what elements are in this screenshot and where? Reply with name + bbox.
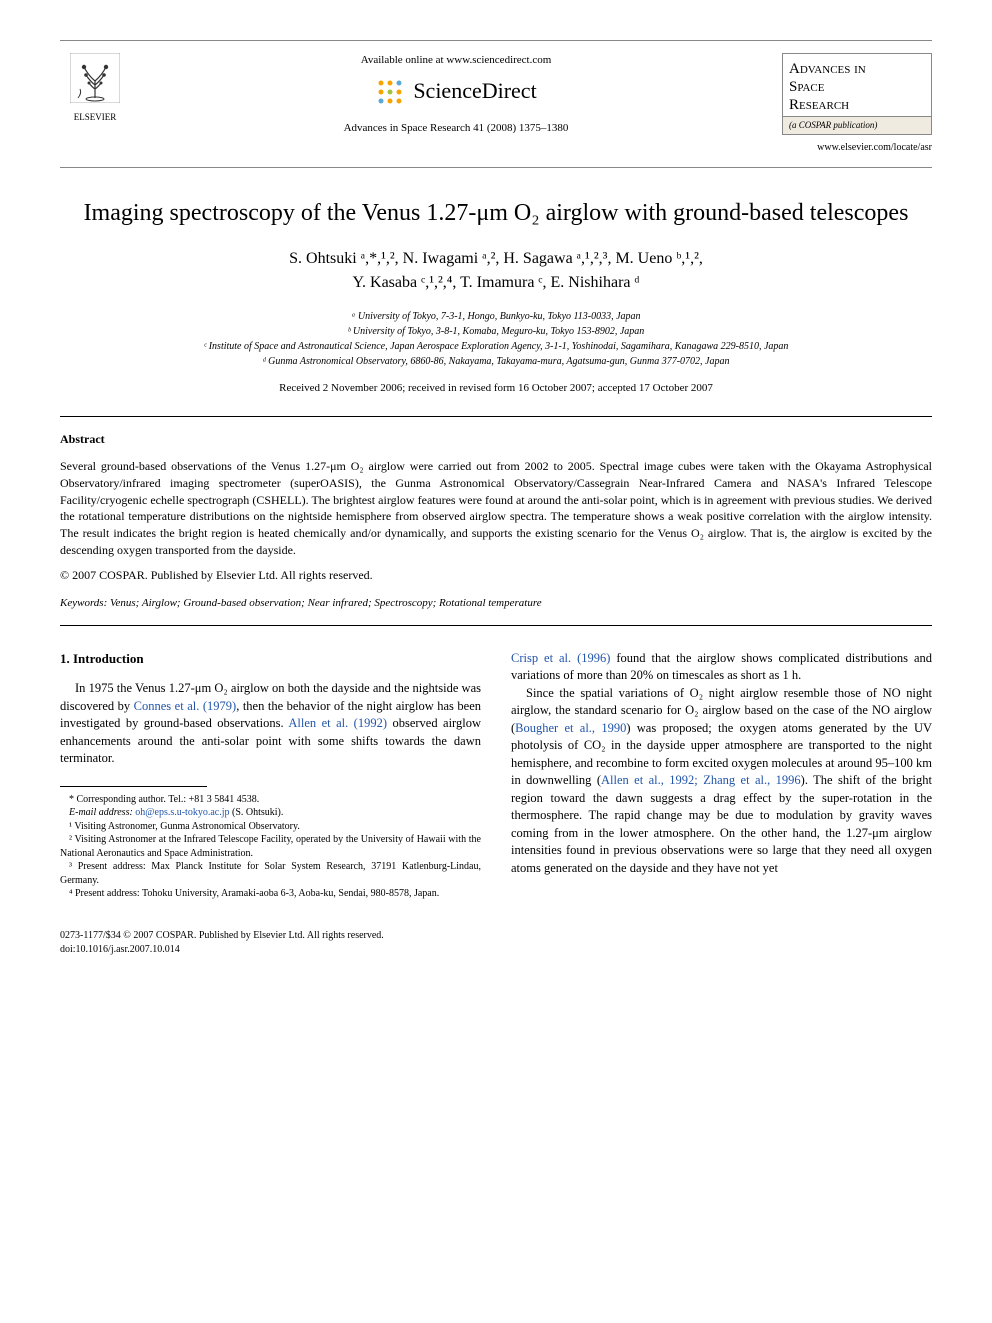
journal-title-l2: Space	[789, 79, 824, 95]
article-title: Imaging spectroscopy of the Venus 1.27-μ…	[60, 198, 932, 229]
journal-reference: Advances in Space Research 41 (2008) 137…	[150, 121, 762, 136]
affiliation-b: ᵇ University of Tokyo, 3-8-1, Komaba, Me…	[60, 324, 932, 339]
page-header: ELSEVIER Available online at www.science…	[60, 40, 932, 168]
ref-allen-zhang[interactable]: Allen et al., 1992; Zhang et al., 1996	[601, 773, 801, 787]
authors-line2: Y. Kasaba ᶜ,¹,²,⁴, T. Imamura ᶜ, E. Nish…	[353, 274, 640, 291]
elsevier-label: ELSEVIER	[60, 111, 130, 124]
journal-title: Advances in Space Research	[782, 53, 932, 116]
sciencedirect-logo: ScienceDirect	[150, 76, 762, 107]
abstract-copyright: © 2007 COSPAR. Published by Elsevier Ltd…	[60, 567, 932, 584]
p2-text-c: ). The shift of the bright region toward…	[511, 773, 932, 875]
body-columns: 1. Introduction In 1975 the Venus 1.27-μ…	[60, 650, 932, 901]
center-header: Available online at www.sciencedirect.co…	[130, 53, 782, 137]
keywords-text: Venus; Airglow; Ground-based observation…	[107, 597, 541, 609]
footnote-rule	[60, 786, 207, 787]
column-right: Crisp et al. (1996) found that the airgl…	[511, 650, 932, 901]
footer-copyright: 0273-1177/$34 © 2007 COSPAR. Published b…	[60, 929, 384, 943]
authors: S. Ohtsuki ᵃ,*,¹,², N. Iwagami ᵃ,², H. S…	[60, 247, 932, 295]
footer-left: 0273-1177/$34 © 2007 COSPAR. Published b…	[60, 929, 384, 957]
footnotes: * Corresponding author. Tel.: +81 3 5841…	[60, 793, 481, 901]
affiliation-d: ᵈ Gunma Astronomical Observatory, 6860-8…	[60, 354, 932, 369]
footer-doi: doi:10.1016/j.asr.2007.10.014	[60, 943, 384, 957]
intro-paragraph-1: In 1975 the Venus 1.27-μm O₂ airglow on …	[60, 680, 481, 768]
footnote-corresponding: * Corresponding author. Tel.: +81 3 5841…	[60, 793, 481, 807]
footnote-1: ¹ Visiting Astronomer, Gunma Astronomica…	[60, 820, 481, 834]
page-footer: 0273-1177/$34 © 2007 COSPAR. Published b…	[60, 929, 932, 957]
affiliation-a: ᵃ University of Tokyo, 7-3-1, Hongo, Bun…	[60, 309, 932, 324]
affiliation-c: ᶜ Institute of Space and Astronautical S…	[60, 339, 932, 354]
article-dates: Received 2 November 2006; received in re…	[60, 381, 932, 396]
section-heading-intro: 1. Introduction	[60, 650, 481, 668]
intro-paragraph-1-cont: Crisp et al. (1996) found that the airgl…	[511, 650, 932, 685]
journal-title-l3: Research	[789, 97, 849, 113]
footnote-3: ³ Present address: Max Planck Institute …	[60, 860, 481, 887]
abstract-text: Several ground-based observations of the…	[60, 458, 932, 559]
abstract-heading: Abstract	[60, 431, 932, 448]
email-link[interactable]: oh@eps.s.u-tokyo.ac.jp	[135, 807, 229, 818]
available-online-text: Available online at www.sciencedirect.co…	[150, 53, 762, 68]
authors-line1: S. Ohtsuki ᵃ,*,¹,², N. Iwagami ᵃ,², H. S…	[289, 250, 703, 267]
intro-paragraph-2: Since the spatial variations of O₂ night…	[511, 685, 932, 878]
cospar-label: (a COSPAR publication)	[782, 116, 932, 135]
ref-crisp-1996[interactable]: Crisp et al. (1996)	[511, 651, 610, 665]
elsevier-logo: ELSEVIER	[60, 53, 130, 123]
journal-box: Advances in Space Research (a COSPAR pub…	[782, 53, 932, 155]
email-tail: (S. Ohtsuki).	[230, 807, 284, 818]
column-left: 1. Introduction In 1975 the Venus 1.27-μ…	[60, 650, 481, 901]
divider-rule-2	[60, 625, 932, 626]
footnote-email: E-mail address: oh@eps.s.u-tokyo.ac.jp (…	[60, 806, 481, 820]
affiliations: ᵃ University of Tokyo, 7-3-1, Hongo, Bun…	[60, 309, 932, 369]
journal-title-l1: Advances in	[789, 61, 866, 77]
keywords-label: Keywords:	[60, 597, 107, 609]
sciencedirect-dots-icon	[375, 77, 405, 107]
email-label: E-mail address:	[69, 807, 135, 818]
ref-connes-1979[interactable]: Connes et al. (1979)	[134, 699, 237, 713]
divider-rule	[60, 416, 932, 417]
sciencedirect-text: ScienceDirect	[413, 76, 536, 107]
ref-bougher-1990[interactable]: Bougher et al., 1990	[515, 721, 626, 735]
footnote-2: ² Visiting Astronomer at the Infrared Te…	[60, 833, 481, 860]
footnote-4: ⁴ Present address: Tohoku University, Ar…	[60, 887, 481, 901]
elsevier-tree-icon	[70, 53, 120, 103]
ref-allen-1992[interactable]: Allen et al. (1992)	[288, 716, 387, 730]
keywords: Keywords: Venus; Airglow; Ground-based o…	[60, 596, 932, 611]
journal-url: www.elsevier.com/locate/asr	[782, 141, 932, 155]
